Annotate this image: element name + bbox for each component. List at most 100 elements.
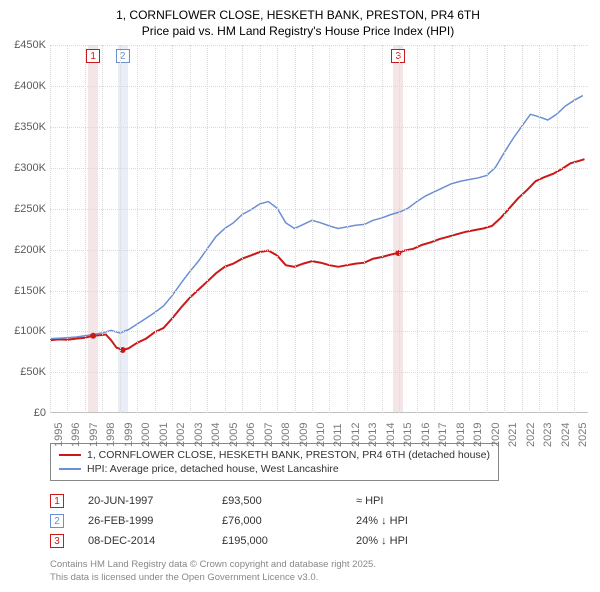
grid-line-v — [312, 45, 313, 413]
x-tick-label: 2017 — [437, 423, 449, 447]
event-date: 08-DEC-2014 — [88, 535, 198, 547]
x-tick-label: 2018 — [455, 423, 467, 447]
grid-line-v — [574, 45, 575, 413]
grid-line-v — [469, 45, 470, 413]
event-number-box: 2 — [50, 514, 64, 528]
grid-line-v — [539, 45, 540, 413]
footer-attribution: Contains HM Land Registry data © Crown c… — [50, 559, 588, 584]
x-tick-label: 2006 — [245, 423, 257, 447]
sale-point-marker — [90, 333, 96, 339]
grid-line-h — [50, 45, 588, 46]
grid-line-v — [347, 45, 348, 413]
event-change: 20% ↓ HPI — [356, 535, 456, 547]
legend-label: HPI: Average price, detached house, West… — [87, 463, 339, 475]
grid-line-v — [329, 45, 330, 413]
grid-line-h — [50, 250, 588, 251]
x-tick-label: 2025 — [577, 423, 589, 447]
x-tick-label: 2002 — [175, 423, 187, 447]
x-tick-label: 2016 — [420, 423, 432, 447]
grid-line-v — [557, 45, 558, 413]
footer-line-2: This data is licensed under the Open Gov… — [50, 572, 588, 584]
grid-line-v — [242, 45, 243, 413]
footer-line-1: Contains HM Land Registry data © Crown c… — [50, 559, 588, 571]
series-hpi — [50, 96, 583, 339]
legend: 1, CORNFLOWER CLOSE, HESKETH BANK, PREST… — [50, 443, 499, 481]
event-row: 3 08-DEC-2014 £195,000 20% ↓ HPI — [50, 531, 588, 551]
grid-line-h — [50, 209, 588, 210]
y-tick-label: £250K — [14, 203, 46, 215]
grid-line-v — [225, 45, 226, 413]
grid-line-v — [190, 45, 191, 413]
grid-line-v — [399, 45, 400, 413]
grid-line-h — [50, 168, 588, 169]
x-axis: 1995199619971998199920002001200220032004… — [50, 413, 588, 435]
x-tick-label: 2015 — [402, 423, 414, 447]
chart-container: 1, CORNFLOWER CLOSE, HESKETH BANK, PREST… — [0, 0, 600, 592]
event-number-box: 1 — [50, 494, 64, 508]
grid-line-v — [434, 45, 435, 413]
x-tick-label: 2021 — [507, 423, 519, 447]
y-tick-label: £200K — [14, 244, 46, 256]
grid-line-h — [50, 127, 588, 128]
y-tick-label: £100K — [14, 325, 46, 337]
event-date: 20-JUN-1997 — [88, 495, 198, 507]
grid-line-v — [417, 45, 418, 413]
grid-line-v — [277, 45, 278, 413]
grid-line-v — [102, 45, 103, 413]
grid-line-v — [295, 45, 296, 413]
x-tick-label: 2022 — [525, 423, 537, 447]
y-tick-label: £300K — [14, 162, 46, 174]
x-tick-label: 2019 — [472, 423, 484, 447]
grid-line-v — [452, 45, 453, 413]
x-tick-label: 2008 — [280, 423, 292, 447]
grid-line-v — [50, 45, 51, 413]
grid-line-v — [172, 45, 173, 413]
x-tick-label: 2004 — [210, 423, 222, 447]
grid-line-v — [522, 45, 523, 413]
grid-line-v — [207, 45, 208, 413]
line-layer — [50, 45, 588, 412]
y-tick-label: £350K — [14, 121, 46, 133]
x-tick-label: 2024 — [560, 423, 572, 447]
x-tick-label: 1996 — [70, 423, 82, 447]
y-tick-label: £450K — [14, 39, 46, 51]
x-tick-label: 1995 — [53, 423, 65, 447]
grid-line-h — [50, 372, 588, 373]
sale-point-marker — [395, 250, 401, 256]
events-table: 120-JUN-1997£93,500≈ HPI226-FEB-1999£76,… — [50, 491, 588, 551]
x-tick-label: 2012 — [350, 423, 362, 447]
title-line-2: Price paid vs. HM Land Registry's House … — [8, 24, 588, 40]
x-tick-label: 2014 — [385, 423, 397, 447]
y-tick-label: £50K — [20, 366, 46, 378]
grid-line-v — [260, 45, 261, 413]
grid-line-h — [50, 331, 588, 332]
legend-label: 1, CORNFLOWER CLOSE, HESKETH BANK, PREST… — [87, 449, 490, 461]
x-tick-label: 2005 — [228, 423, 240, 447]
chart-area: £0£50K£100K£150K£200K£250K£300K£350K£400… — [8, 45, 588, 435]
event-number-box: 3 — [50, 534, 64, 548]
legend-item: 1, CORNFLOWER CLOSE, HESKETH BANK, PREST… — [59, 448, 490, 462]
x-tick-label: 2010 — [315, 423, 327, 447]
x-tick-label: 2013 — [367, 423, 379, 447]
event-price: £195,000 — [222, 535, 332, 547]
event-price: £76,000 — [222, 515, 332, 527]
x-tick-label: 2020 — [490, 423, 502, 447]
x-tick-label: 1997 — [88, 423, 100, 447]
y-tick-label: £150K — [14, 285, 46, 297]
grid-line-v — [67, 45, 68, 413]
event-date: 26-FEB-1999 — [88, 515, 198, 527]
event-price: £93,500 — [222, 495, 332, 507]
grid-line-v — [120, 45, 121, 413]
grid-line-v — [137, 45, 138, 413]
x-tick-label: 2011 — [332, 424, 344, 448]
y-axis: £0£50K£100K£150K£200K£250K£300K£350K£400… — [8, 45, 50, 413]
x-tick-label: 2000 — [140, 423, 152, 447]
x-tick-label: 2023 — [542, 423, 554, 447]
x-tick-label: 1998 — [105, 423, 117, 447]
grid-line-v — [85, 45, 86, 413]
y-tick-label: £400K — [14, 80, 46, 92]
event-row: 226-FEB-1999£76,00024% ↓ HPI — [50, 511, 588, 531]
legend-item: HPI: Average price, detached house, West… — [59, 462, 490, 476]
grid-line-v — [155, 45, 156, 413]
grid-line-v — [504, 45, 505, 413]
